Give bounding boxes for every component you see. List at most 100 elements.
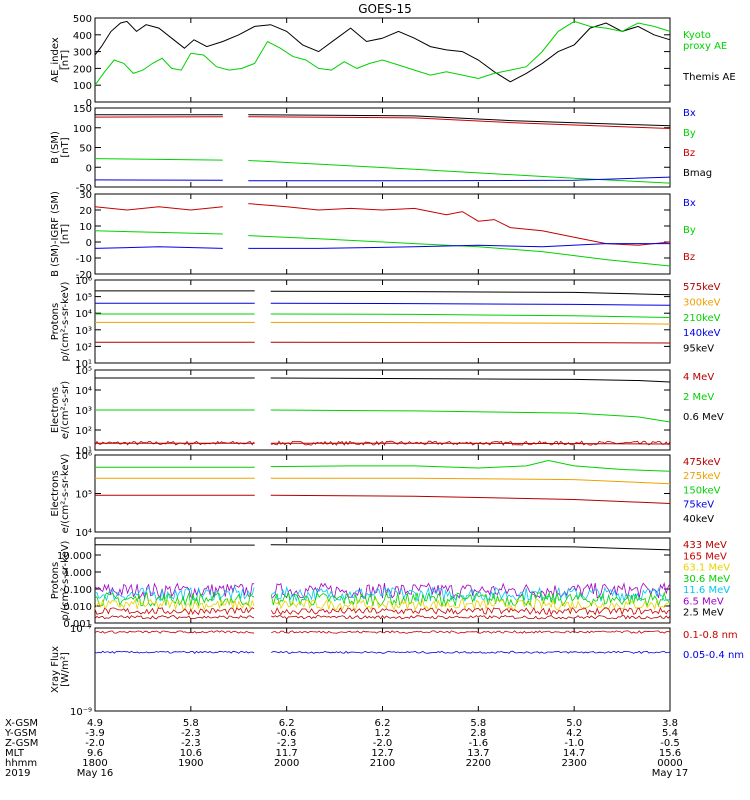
panel-electrons_kev: 10⁴ 10⁵ 10⁶ Electrons e/(cm²-s-sr-keV) 475keV… [50, 451, 721, 539]
series-575kev [95, 341, 671, 344]
panel-protons_lo: 10¹ 10² 10³ 10⁴ 10⁵ 10⁶ Protons p/(cm²-s-sr-keV… [50, 276, 721, 370]
x-axis-row-label: Z-GSM [5, 738, 38, 749]
series-bmag [95, 114, 671, 127]
x-axis-value: May 17 [652, 768, 689, 779]
x-axis-value: 2000 [274, 758, 299, 769]
y-tick-label: 0.010 [63, 602, 92, 613]
legend-6-5-mev: 6.5 MeV [683, 596, 724, 607]
x-axis-value: -1.6 [469, 738, 489, 749]
x-axis-row-label: hhmm [5, 758, 37, 769]
x-axis-value: 1.2 [375, 728, 391, 739]
legend-11-6-mev: 11.6 MeV [683, 585, 730, 596]
y-tick-label: 300 [73, 48, 92, 59]
legend-bx: Bx [683, 108, 696, 119]
x-axis-value: -2.3 [181, 738, 201, 749]
y-axis-label: B (SM) [50, 131, 61, 164]
x-axis-value: 10.6 [180, 748, 202, 759]
x-axis-table: X-GSMY-GSMZ-GSMMLThhmm20194.9-3.9-2.09.6… [4, 718, 688, 779]
legend-0-05-0-4-nm: 0.05-0.4 nm [683, 650, 744, 661]
y-axis-label: [nT] [60, 137, 71, 157]
y-tick-label: 10⁴ [75, 309, 92, 320]
y-axis-label: p/(cm²-s-sr-keV) [60, 281, 71, 361]
legend-40kev: 40keV [683, 514, 714, 525]
x-axis-value: 5.0 [566, 718, 582, 729]
legend-bz: Bz [683, 148, 695, 159]
y-tick-label: 10⁵ [75, 366, 92, 377]
series-475kev [95, 494, 671, 504]
x-axis-value: 9.6 [87, 748, 103, 759]
series-300kev [95, 321, 671, 325]
legend-proxy-ae: proxy AE [683, 41, 727, 52]
trace-165-mev [94, 606, 671, 616]
y-tick-label: 10² [75, 426, 92, 437]
y-tick-label: 10³ [75, 326, 92, 337]
panel-frame [94, 107, 671, 188]
series-bz [94, 116, 671, 129]
panel-frame [94, 537, 671, 624]
y-tick-label: 400 [73, 31, 92, 42]
y-axis-label: Electrons [50, 387, 61, 433]
x-axis-value: -0.5 [660, 738, 680, 749]
y-tick-label: 500 [73, 14, 92, 25]
x-axis-value: 11.7 [276, 748, 298, 759]
legend-575kev: 575keV [683, 282, 721, 293]
series-275kev [95, 477, 671, 485]
legend-bx: Bx [683, 198, 696, 209]
x-axis-value: 2200 [466, 758, 491, 769]
x-axis-value: -2.0 [373, 738, 393, 749]
legend-165-mev: 165 MeV [683, 551, 727, 562]
y-axis-label: [nT] [60, 224, 71, 244]
y-tick-label: 10¹ [75, 359, 92, 370]
legend-30-6-mev: 30.6 MeV [683, 574, 730, 585]
y-axis-label: Protons [50, 562, 61, 599]
y-axis-label: Xray Flux [50, 646, 61, 693]
trace-0-1-0-8-nm [94, 630, 671, 634]
trace-0-05-0-4-nm [94, 650, 671, 654]
trace-6-5-mev [94, 581, 671, 600]
series-210kev [95, 313, 671, 318]
legend-kyoto: Kyoto [683, 30, 711, 41]
x-axis-value: 6.2 [375, 718, 391, 729]
legend-themis-ae: Themis AE [682, 72, 736, 83]
x-axis-value: 4.9 [87, 718, 103, 729]
y-axis-label: e/(cm²-s-sr) [60, 381, 71, 439]
x-axis-value: 13.7 [467, 748, 489, 759]
y-tick-label: -10 [76, 254, 92, 265]
x-axis-value: May 16 [77, 768, 114, 779]
x-axis-value: -2.3 [277, 738, 297, 749]
y-tick-label: 10⁵ [75, 293, 92, 304]
trace-433-mev [94, 614, 671, 620]
y-tick-label: 10⁵ [75, 490, 92, 501]
x-axis-row-label: 2019 [5, 768, 30, 779]
y-tick-label: 0.001 [63, 619, 92, 630]
y-axis-label: Protons [50, 303, 61, 340]
legend-75kev: 75keV [683, 500, 714, 511]
legend-2-5-mev: 2.5 MeV [683, 608, 724, 619]
x-axis-value: 1800 [82, 758, 107, 769]
legend-63-1-mev: 63.1 MeV [683, 563, 730, 574]
y-tick-label: 10⁶ [75, 451, 92, 462]
trace-4-mev-noise [94, 440, 671, 446]
series-kyoto-proxy-ae [94, 20, 671, 86]
x-axis-value: 2300 [561, 758, 586, 769]
y-tick-label: -50 [76, 183, 92, 194]
y-axis-label: e/(cm²-s-sr-keV) [60, 454, 71, 534]
y-tick-label: 150 [73, 104, 92, 115]
series-bx [94, 243, 670, 249]
series-by [94, 230, 671, 267]
y-tick-label: 30 [79, 190, 92, 201]
legend-95kev: 95keV [683, 344, 714, 355]
y-axis-label: [W/m²] [60, 652, 71, 687]
y-tick-label: 10⁶ [75, 276, 92, 287]
y-tick-label: -20 [76, 270, 92, 281]
chart-title: GOES-15 [358, 2, 412, 16]
x-axis-value: 1900 [178, 758, 203, 769]
trace-11-6-mev [94, 585, 671, 603]
x-axis-value: 12.7 [371, 748, 393, 759]
legend-by: By [683, 128, 696, 139]
x-axis-value: -1.0 [564, 738, 584, 749]
trace-30-6-mev [94, 591, 671, 608]
x-axis-value: 14.7 [563, 748, 585, 759]
y-tick-label: 10⁴ [75, 528, 92, 539]
series-bx [94, 176, 671, 182]
